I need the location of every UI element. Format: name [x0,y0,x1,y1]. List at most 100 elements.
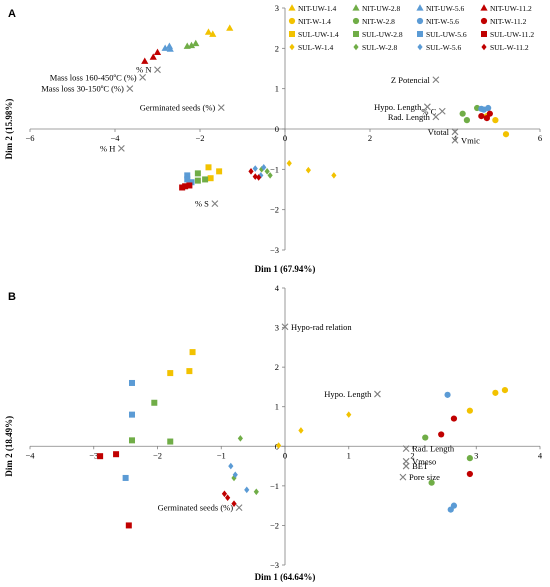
legend-marker [353,43,359,51]
data-point [129,379,135,386]
data-point [209,30,217,37]
data-point [151,399,158,406]
data-point [428,479,435,486]
variable-label: Pore size [409,472,440,482]
legend-label: SUL-W-5.6 [426,43,461,52]
panel-label-a: A [8,8,16,20]
legend-marker [289,43,295,51]
data-point [244,486,250,494]
x-axis-title: Dim 1 (64.64%) [255,572,316,582]
data-point [221,490,228,498]
data-point [184,176,191,183]
x-tick-label: 4 [538,450,543,460]
data-point [141,57,149,64]
legend-marker [352,17,360,25]
data-point [298,427,304,434]
data-point [187,41,196,49]
variable-marker [432,113,440,121]
data-point [226,24,234,31]
legend-label: NIT-W-5.6 [426,17,459,26]
variable-label: Rad. Length [412,444,455,454]
data-point [252,173,258,180]
data-point [286,159,292,167]
y-tick-label: 2 [275,43,279,53]
y-tick-label: −3 [270,560,279,570]
y-tick-label: 4 [275,283,280,293]
variable-label: Germinated seeds (%) [140,103,216,113]
variable-marker [451,136,459,144]
legend-marker [480,17,488,25]
data-point [331,172,337,179]
legend-label: NIT-W-1.4 [298,17,331,26]
data-point [252,165,258,172]
x-tick-label: −6 [25,133,34,143]
data-point [189,349,196,356]
data-point [167,438,174,445]
legend-label: NIT-UW-5.6 [426,4,465,13]
variable-marker [432,76,440,84]
legend-marker [481,43,487,51]
data-point [483,115,490,122]
data-point [466,455,473,462]
data-point [161,44,169,51]
x-tick-label: −4 [110,133,120,143]
variable-marker [374,390,381,398]
variable-label: Mass loss 30-150ºC (%) [41,84,124,94]
data-point [122,474,129,481]
x-tick-label: 4 [453,133,458,143]
data-point [125,522,132,529]
data-point [346,411,352,418]
data-point [153,48,162,55]
data-point [207,175,214,182]
data-point [258,172,264,179]
data-point [228,462,234,470]
legend-label: SUL-W-11.2 [490,43,529,52]
variable-label: Hypo. Length [324,389,372,399]
data-point [261,164,267,171]
legend-label: SUL-UW-11.2 [490,30,534,39]
data-point [186,182,193,189]
legend-marker [416,4,424,11]
data-point [422,434,429,441]
x-tick-label: 1 [347,450,351,460]
data-point [502,131,510,138]
data-point [149,53,157,60]
data-point [501,386,509,394]
legend-label: NIT-UW-1.4 [298,4,337,13]
legend-marker [289,31,295,37]
data-point [459,110,466,117]
variable-label: Vmeso [412,456,436,466]
legend-label: NIT-UW-11.2 [490,4,532,13]
legend-label: NIT-UW-2.8 [362,4,401,13]
data-point [253,488,259,496]
data-point [486,110,493,117]
data-point [492,117,499,124]
y-tick-label: −2 [270,205,279,215]
variable-marker [423,103,431,111]
legend-label: SUL-W-2.8 [362,43,397,52]
data-point [256,174,262,181]
variable-label: % C [421,106,436,116]
y-tick-label: 3 [275,323,279,333]
variable-label: % N [136,65,151,75]
legend-marker [353,31,359,37]
legend-label: NIT-W-2.8 [362,17,395,26]
data-point [450,415,458,422]
x-tick-label: 2 [410,450,414,460]
variable-marker [402,445,410,453]
variable-label: Mass loss 160-450ºC (%) [50,72,137,82]
data-point [204,28,213,35]
variable-marker [451,128,459,136]
variable-label: Vmic [461,135,480,145]
variable-marker [139,73,147,81]
y-tick-label: 2 [275,362,279,372]
data-point [248,168,254,175]
data-point [182,183,189,190]
variable-label: Rad. Length [388,112,431,122]
data-point [438,431,445,438]
x-tick-label: 6 [538,133,542,143]
y-tick-label: −2 [270,520,279,530]
data-point [480,106,487,113]
variable-marker [126,85,134,93]
data-point [267,172,273,179]
